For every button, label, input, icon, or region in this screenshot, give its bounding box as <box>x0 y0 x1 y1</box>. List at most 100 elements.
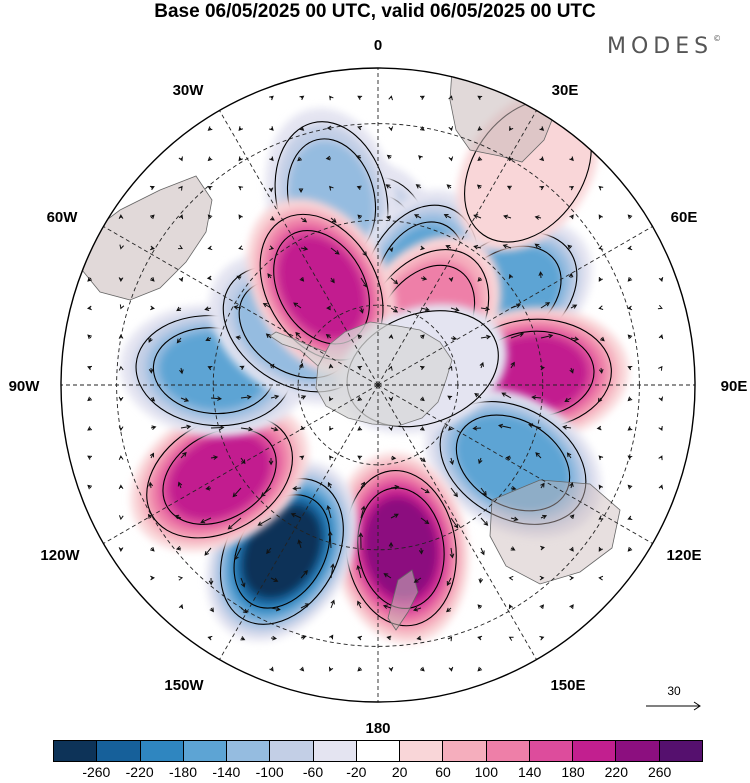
wind-vector-arrow <box>329 185 334 191</box>
wind-vector-arrow <box>540 333 554 339</box>
wind-vector-arrow <box>386 154 392 160</box>
wind-vector-arrow <box>510 485 517 491</box>
meridian-line <box>377 226 653 386</box>
wind-vector-arrow <box>87 455 93 460</box>
wind-vector-arrow <box>290 513 302 519</box>
wind-vector-arrow <box>386 635 392 641</box>
wind-vector-arrow <box>174 514 182 520</box>
wind-vector-arrow <box>240 457 246 465</box>
wind-vector-arrow <box>385 184 392 189</box>
meridian-line <box>377 384 537 660</box>
wind-vector-arrow <box>510 332 525 339</box>
colorbar-swatch <box>400 741 444 761</box>
wind-vector-arrow <box>297 539 302 549</box>
wind-vector-arrow <box>293 302 302 309</box>
wind-vector-arrow <box>419 666 425 672</box>
lon-label-90e: 90E <box>721 378 748 395</box>
wind-vector-arrow <box>360 505 366 519</box>
lon-label-150w: 150W <box>164 677 204 694</box>
wind-vector-arrow <box>569 575 575 581</box>
wind-vector-arrow <box>118 515 124 521</box>
wind-vector-arrow <box>598 455 604 461</box>
wind-vector-arrow <box>419 95 425 100</box>
wind-vector-arrow <box>450 335 458 341</box>
wind-vector-arrow <box>627 426 633 431</box>
wind-vector-arrow <box>448 666 454 672</box>
colorbar-tick-label: 180 <box>561 764 585 780</box>
wind-vector-arrow <box>539 575 545 581</box>
wind-vector-arrow <box>87 334 93 340</box>
wind-vector-arrow <box>388 541 394 549</box>
wind-vector-arrow <box>388 95 393 101</box>
wind-vector-arrow <box>448 95 453 101</box>
wind-vector-arrow <box>209 607 214 613</box>
colorbar-tick-label: 100 <box>474 764 498 780</box>
wind-vector-arrow <box>357 635 363 641</box>
wind-vector-arrow <box>178 276 184 282</box>
wind-vector-arrow <box>658 484 664 490</box>
wind-vector-arrow <box>598 185 604 191</box>
wind-vector-arrow <box>420 245 426 251</box>
colorbar-tick-label: 260 <box>647 764 672 780</box>
wind-vector-arrow <box>570 336 580 342</box>
wind-vector-arrow <box>448 277 454 283</box>
wind-vector-arrow <box>149 546 155 552</box>
wind-vector-arrow <box>227 517 242 530</box>
wind-vector-arrow <box>598 276 603 282</box>
wind-vector-arrow <box>449 547 455 559</box>
wind-vector-arrow <box>329 455 334 461</box>
colorbar-swatch <box>356 741 401 761</box>
wind-vector-arrow <box>118 484 124 490</box>
wind-vector-arrow <box>297 156 302 162</box>
wind-vector-arrow <box>414 214 422 219</box>
wind-vectors <box>86 95 664 672</box>
wind-vector-arrow <box>480 517 489 526</box>
wind-vector-arrow <box>204 547 212 556</box>
wind-vector-arrow <box>327 481 333 489</box>
wind-vector-arrow <box>179 367 184 375</box>
wind-vector-arrow <box>420 334 425 340</box>
wind-vector-arrow <box>269 666 274 672</box>
colorbar-swatch <box>54 741 98 761</box>
wind-vector-arrow <box>210 455 219 460</box>
wind-vector-arrow <box>86 305 92 311</box>
wind-vector-arrow <box>598 515 604 520</box>
wind-vector-arrow <box>627 245 633 251</box>
wind-vector-arrow <box>447 395 453 400</box>
wind-vector-arrow <box>178 244 183 250</box>
wind-vector-arrow <box>207 245 213 251</box>
wind-vector-arrow <box>149 277 155 282</box>
wind-vector-arrow <box>118 547 124 552</box>
wind-vector-arrow <box>268 457 274 466</box>
wind-vector-arrow <box>180 451 187 459</box>
colorbar-swatch <box>140 741 184 761</box>
colorbar-swatch <box>529 741 574 761</box>
wind-vector-arrow <box>270 606 281 612</box>
wind-vector-arrow <box>240 394 252 400</box>
wind-vector-arrow <box>150 575 155 581</box>
wind-vector-arrow <box>200 517 212 524</box>
wind-vector-arrow <box>326 125 332 131</box>
wind-vector-arrow <box>390 277 399 285</box>
wind-vector-arrow <box>360 247 367 257</box>
wind-vector-arrow <box>658 455 663 461</box>
wind-vector-arrow <box>269 245 275 250</box>
wind-vector-arrow <box>208 577 214 586</box>
wind-vector-arrow <box>357 600 362 609</box>
wind-vector-arrow <box>627 396 633 402</box>
colorbar-tick-label: 20 <box>391 764 408 780</box>
wind-vector-arrow <box>448 126 454 132</box>
colorbar-tick-label: -220 <box>125 764 154 780</box>
wind-vector-arrow <box>540 482 545 489</box>
wind-vector-arrow <box>236 275 242 280</box>
wind-vector-arrow <box>627 455 633 460</box>
wind-vector-arrow <box>539 126 545 131</box>
colorbar-tick-label: -260 <box>82 764 111 780</box>
wind-vector-arrow <box>534 243 542 249</box>
wind-vector-arrow <box>357 214 363 220</box>
wind-vector-arrow <box>238 185 244 191</box>
wind-vector-arrow <box>506 185 512 190</box>
wind-vector-arrow <box>477 156 483 162</box>
wind-vector-arrow <box>118 277 124 283</box>
wind-vector-arrow <box>419 365 425 371</box>
